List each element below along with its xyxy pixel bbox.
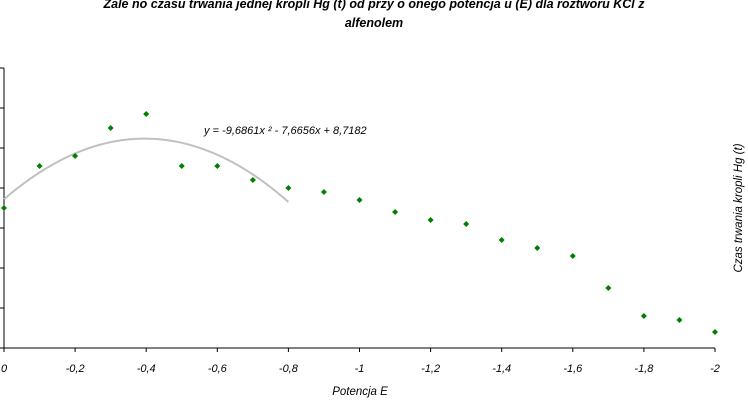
y-axis-title: Czas trwania kropli Hg (t) bbox=[733, 143, 745, 272]
x-tick-label: -1,6 bbox=[563, 363, 583, 375]
x-tick-label: -0,6 bbox=[208, 363, 228, 375]
data-point bbox=[463, 221, 470, 227]
x-tick-label: -0,2 bbox=[66, 363, 85, 375]
data-point bbox=[178, 163, 185, 169]
data-point bbox=[676, 317, 683, 323]
trendline bbox=[3, 137, 290, 203]
x-axis-title: Potencja E bbox=[332, 386, 388, 398]
data-point bbox=[214, 163, 221, 169]
data-point bbox=[392, 209, 399, 215]
chart-title-line2: alfenolem bbox=[345, 16, 403, 30]
x-tick-label: -0,4 bbox=[137, 363, 156, 375]
data-point bbox=[143, 111, 150, 117]
trendline-equation: y = -9,6861x ² - 7,6656x + 8,7182 bbox=[203, 125, 367, 137]
x-tick-label: 0 bbox=[1, 363, 8, 375]
data-point bbox=[1, 205, 7, 211]
data-point bbox=[72, 153, 79, 159]
x-tick-label: -1,4 bbox=[492, 363, 511, 375]
data-point bbox=[427, 217, 434, 223]
data-point bbox=[605, 285, 612, 291]
data-point bbox=[569, 253, 576, 259]
data-point bbox=[356, 197, 363, 203]
x-tick-label: -1 bbox=[355, 363, 365, 375]
data-point bbox=[498, 237, 505, 243]
data-point bbox=[36, 163, 43, 169]
data-point bbox=[640, 313, 647, 319]
data-point bbox=[712, 329, 718, 335]
x-tick-label: -1,2 bbox=[421, 363, 440, 375]
data-point bbox=[249, 177, 256, 183]
x-tick-label: -2 bbox=[710, 363, 720, 375]
x-tick-label: -1,8 bbox=[634, 363, 654, 375]
data-point bbox=[285, 185, 292, 191]
data-point bbox=[107, 125, 114, 131]
plot-area: 567891011120-0,2-0,4-0,6-0,8-1-1,2-1,4-1… bbox=[0, 67, 720, 375]
x-tick-label: -0,8 bbox=[279, 363, 299, 375]
chart-title-line1: Zale no czasu trwania jednej kropli Hg (… bbox=[102, 0, 645, 11]
data-point bbox=[320, 189, 327, 195]
data-point bbox=[534, 245, 541, 251]
